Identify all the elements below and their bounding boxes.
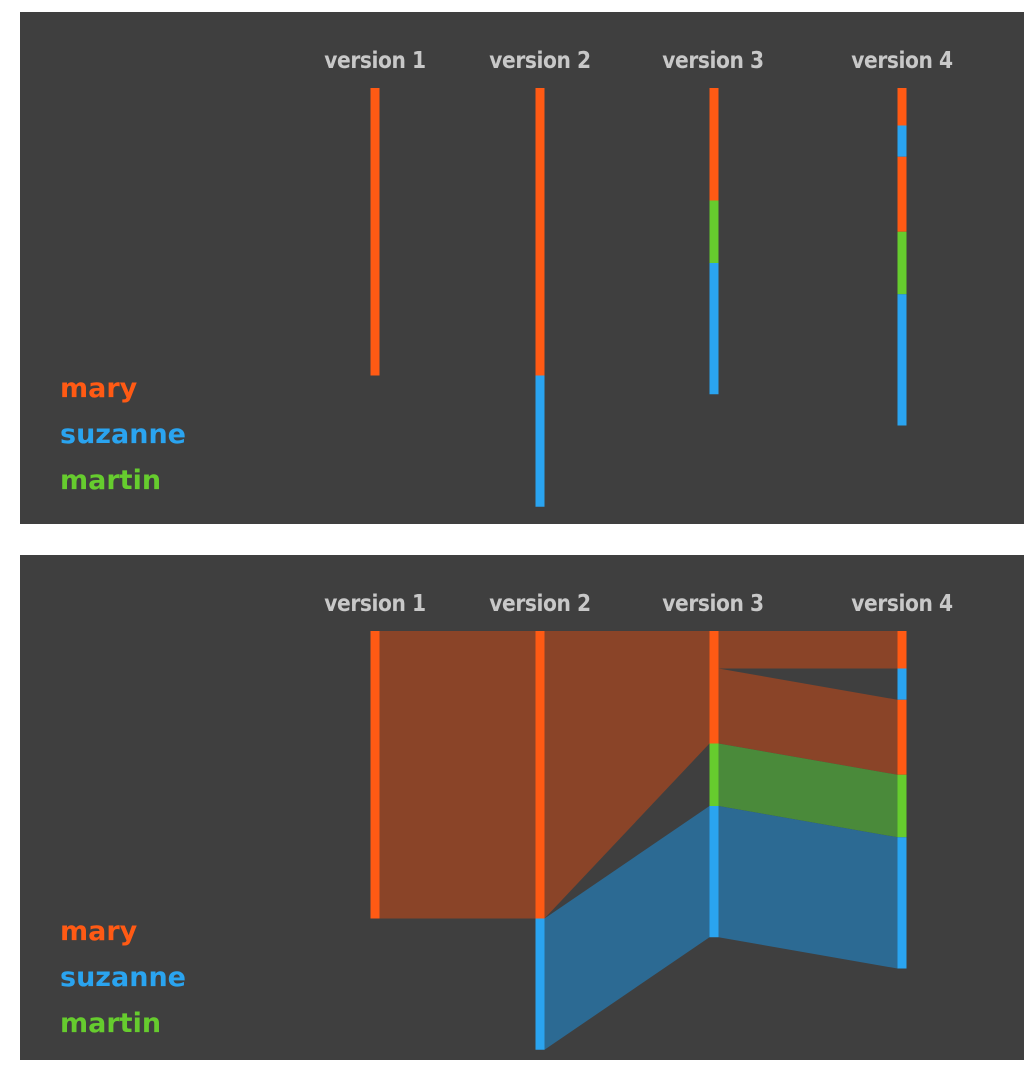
bar-segment-mary: [897, 156, 907, 232]
author-legend: mary suzanne martin: [60, 909, 186, 1047]
version-label: version 3: [662, 591, 764, 617]
history-flow-chart: [370, 631, 907, 1050]
legend-item-mary: mary: [60, 373, 138, 404]
bar-segment-suzanne: [535, 918, 545, 1050]
flow-band-mary: [718, 631, 898, 669]
version-label: version 4: [851, 48, 953, 74]
version-label: version 2: [489, 48, 591, 74]
version-label: version 4: [851, 591, 953, 617]
bar-segment-suzanne: [897, 294, 907, 426]
version-bars-chart: [370, 88, 907, 507]
legend-item-mary: mary: [60, 916, 138, 947]
legend-item-suzanne: suzanne: [60, 962, 186, 993]
bar-segment-mary: [370, 88, 380, 376]
bar-segment-martin: [709, 200, 719, 263]
bar-segment-suzanne: [709, 806, 719, 938]
version-history-flow-panel: version 1 version 2 version 3 version 4 …: [20, 555, 1024, 1060]
version-label: version 1: [324, 591, 426, 617]
version-label: version 2: [489, 591, 591, 617]
author-legend: mary suzanne martin: [60, 366, 186, 504]
flow-band-mary: [379, 631, 536, 919]
flow-band-mary: [544, 631, 710, 919]
bar-segment-mary: [709, 88, 719, 201]
flow-band-suzanne: [718, 806, 898, 969]
version-label: version 1: [324, 48, 426, 74]
bar-segment-martin: [897, 231, 907, 295]
bar-segment-suzanne: [897, 837, 907, 969]
bar-segment-mary: [535, 88, 545, 376]
bar-segment-suzanne: [897, 668, 907, 700]
version-history-bars-panel: version 1 version 2 version 3 version 4 …: [20, 12, 1024, 524]
legend-item-martin: martin: [60, 465, 162, 496]
bar-segment-suzanne: [897, 125, 907, 157]
bar-segment-mary: [897, 88, 907, 126]
bar-segment-martin: [709, 743, 719, 806]
flow-band-mary: [718, 668, 898, 775]
bar-segment-mary: [897, 631, 907, 669]
version-label: version 3: [662, 48, 764, 74]
flow-band-suzanne: [544, 806, 710, 1050]
bar-segment-mary: [709, 631, 719, 744]
legend-item-suzanne: suzanne: [60, 419, 186, 450]
legend-item-martin: martin: [60, 1008, 162, 1039]
bar-segment-martin: [897, 774, 907, 838]
bar-segment-mary: [535, 631, 545, 919]
bar-segment-mary: [370, 631, 380, 919]
bar-segment-suzanne: [535, 375, 545, 507]
bar-segment-suzanne: [709, 263, 719, 395]
bar-segment-mary: [897, 699, 907, 775]
